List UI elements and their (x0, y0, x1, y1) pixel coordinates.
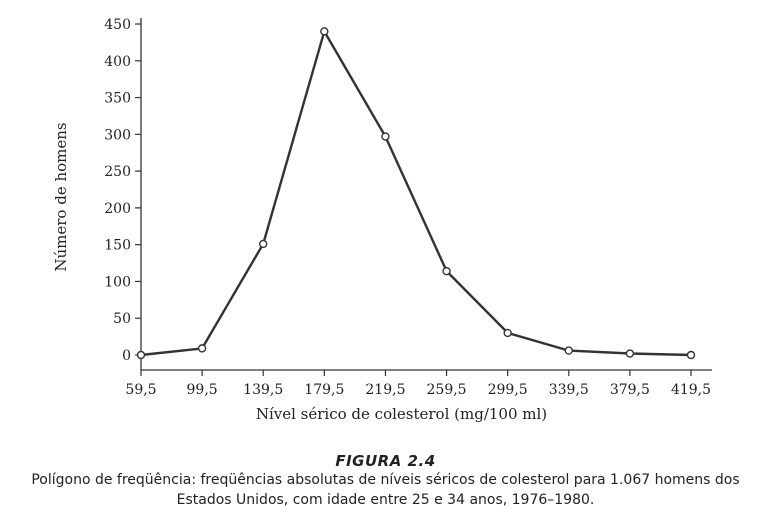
x-tick-label: 59,5 (125, 382, 156, 398)
axes (140, 18, 712, 371)
y-tick-label: 450 (104, 17, 131, 33)
y-tick-label: 0 (122, 348, 131, 364)
data-point (259, 239, 268, 249)
data-point (197, 344, 207, 353)
y-tick-label: 150 (104, 238, 131, 254)
x-tick-label: 379,5 (610, 382, 650, 398)
y-tick-label: 100 (104, 274, 131, 290)
x-tick-label: 219,5 (365, 382, 405, 398)
data-point (625, 349, 635, 358)
y-tick-label: 50 (113, 311, 131, 327)
x-tick-label: 139,5 (243, 382, 283, 398)
y-tick-label: 350 (104, 91, 131, 107)
x-tick-label: 179,5 (304, 382, 344, 398)
data-point (442, 266, 451, 276)
x-tick-label: 259,5 (427, 382, 467, 398)
data-point (381, 132, 390, 141)
x-tick-label: 339,5 (549, 382, 589, 398)
data-points (136, 27, 696, 360)
y-ticks: 0 50 100 150 200 250 300 350 400 450 (104, 17, 141, 364)
y-tick-label: 400 (104, 54, 131, 70)
x-tick-label: 299,5 (488, 382, 528, 398)
x-tick-label: 419,5 (671, 382, 711, 398)
y-tick-label: 300 (104, 127, 131, 143)
data-point (320, 27, 329, 36)
x-tick-label: 99,5 (187, 382, 218, 398)
frequency-polygon-chart: 0 50 100 150 200 250 300 350 400 450 59,5 99,5 139,… (52, 17, 712, 423)
series-line (140, 30, 692, 357)
figure-caption: Polígono de freqüência: freqüências abso… (31, 472, 740, 508)
data-point (136, 350, 146, 360)
y-tick-label: 200 (104, 201, 131, 217)
figure-label: FIGURA 2.4 (335, 452, 436, 470)
y-tick-label: 250 (104, 164, 131, 180)
x-ticks: 59,5 99,5 139,5 179,5 219,5 259,5 299,5 339,5 37… (125, 370, 711, 398)
data-point (564, 346, 573, 355)
y-axis-title: Número de homens (52, 122, 70, 271)
data-point (686, 350, 696, 360)
data-point (503, 328, 512, 338)
x-axis-title: Nível sérico de colesterol (mg/100 ml) (256, 405, 547, 423)
